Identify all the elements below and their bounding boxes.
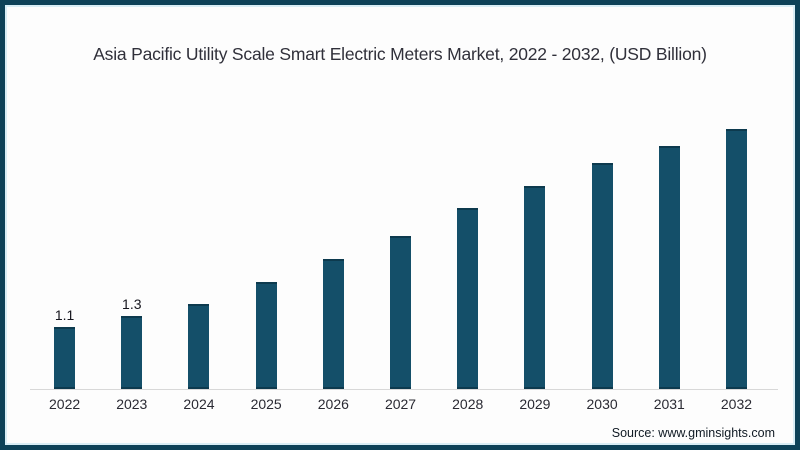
source-attribution: Source: www.gminsights.com <box>611 426 775 440</box>
bar-2031 <box>658 146 680 389</box>
bar-2032 <box>725 129 747 389</box>
x-tick-label-2030: 2030 <box>586 396 618 412</box>
bar-2023 <box>121 315 143 389</box>
bar-2028 <box>457 208 479 389</box>
x-tick-label-2031: 2031 <box>653 396 685 412</box>
bar-group-2030 <box>569 5 636 389</box>
bar-2030 <box>591 163 613 389</box>
x-tick-label-2028: 2028 <box>452 396 484 412</box>
bar-group-2026 <box>300 5 367 389</box>
bar-2027 <box>390 236 412 389</box>
bar-group-2029 <box>501 5 568 389</box>
x-tick-label-2022: 2022 <box>49 396 81 412</box>
bar-group-2027 <box>367 5 434 389</box>
x-tick-label-2032: 2032 <box>720 396 753 412</box>
bar-value-label-2022: 1.1 <box>54 306 75 323</box>
bar-value-label-2023: 1.3 <box>122 295 142 312</box>
bars-container: 1.1 1.3 <box>31 5 770 389</box>
bar-2025 <box>255 281 277 389</box>
x-axis-tick-labels: 2022 2023 2024 2025 2026 2027 2028 2029 2030 2031… <box>31 396 770 412</box>
bar-2026 <box>322 259 344 389</box>
x-tick-label-2026: 2026 <box>317 396 349 412</box>
bar-2024 <box>188 304 210 389</box>
bar-group-2031 <box>636 5 703 389</box>
bar-group-2028 <box>434 5 501 389</box>
bar-group-2025 <box>233 5 300 389</box>
x-tick-label-2023: 2023 <box>116 396 148 412</box>
x-tick-label-2024: 2024 <box>183 396 215 412</box>
chart-title: Asia Pacific Utility Scale Smart Electri… <box>93 44 707 64</box>
x-tick-label-2029: 2029 <box>519 396 551 412</box>
x-axis-line <box>30 389 778 390</box>
bar-group-2032 <box>703 5 770 389</box>
bar-2022 <box>54 326 76 389</box>
bar-group-2024 <box>165 5 232 389</box>
x-tick-label-2027: 2027 <box>384 396 417 412</box>
bar-group-2023: 1.3 <box>98 5 165 389</box>
bar-group-2022: 1.1 <box>31 5 98 389</box>
x-tick-label-2025: 2025 <box>250 396 282 412</box>
plot-area: 1.1 1.3 2022 2023 2024 2025 2026 2027 2028 2029 2… <box>5 5 795 445</box>
bar-2029 <box>524 185 546 389</box>
